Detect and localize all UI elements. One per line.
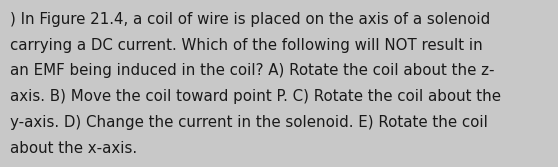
Text: an EMF being induced in the coil? A) Rotate the coil about the z-: an EMF being induced in the coil? A) Rot… [10, 63, 494, 78]
Text: carrying a DC current. Which of the following will NOT result in: carrying a DC current. Which of the foll… [10, 38, 483, 53]
Text: axis. B) Move the coil toward point P. C) Rotate the coil about the: axis. B) Move the coil toward point P. C… [10, 89, 501, 104]
Text: about the x-axis.: about the x-axis. [10, 141, 137, 156]
Text: y-axis. D) Change the current in the solenoid. E) Rotate the coil: y-axis. D) Change the current in the sol… [10, 115, 488, 130]
Text: ) In Figure 21.4, a coil of wire is placed on the axis of a solenoid: ) In Figure 21.4, a coil of wire is plac… [10, 12, 490, 27]
